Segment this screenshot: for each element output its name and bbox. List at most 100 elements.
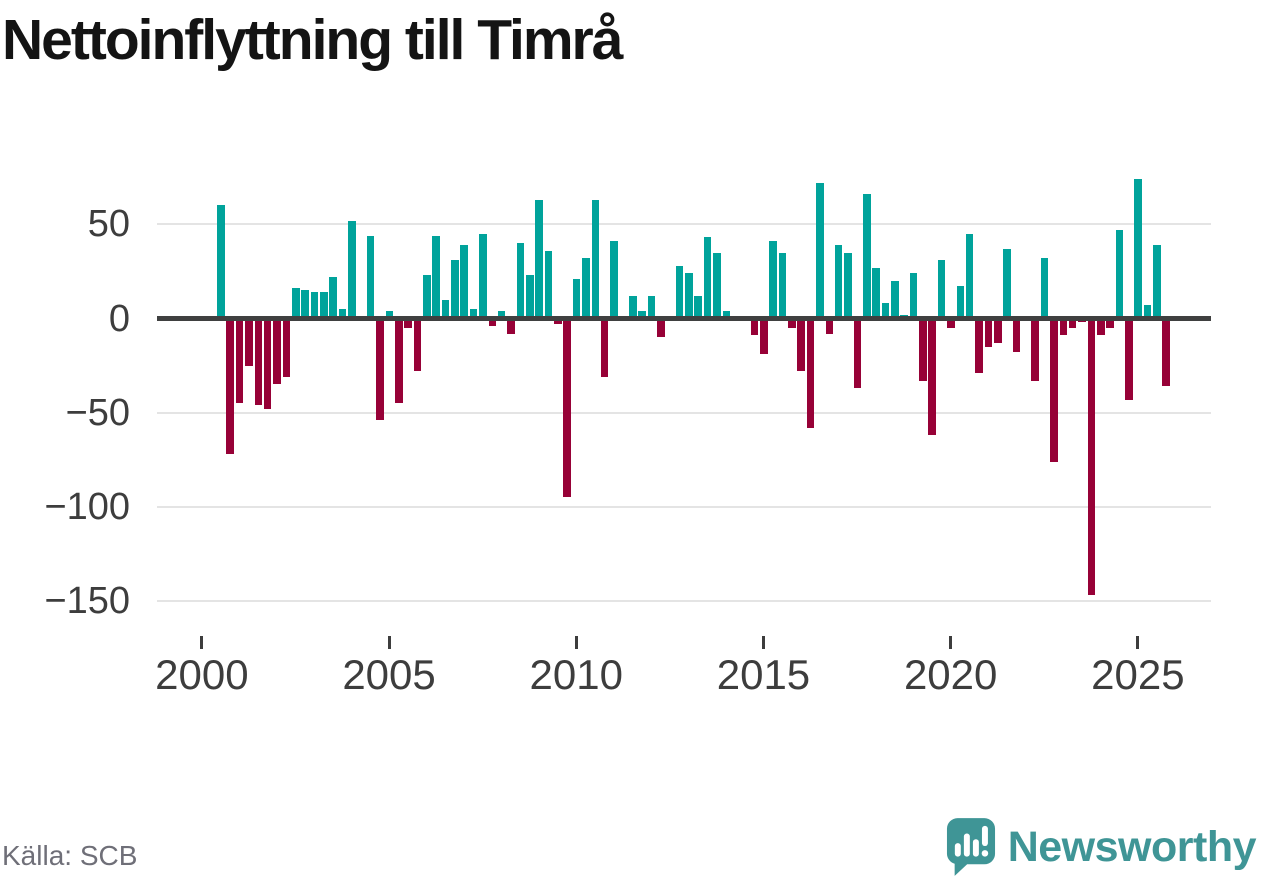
bar-2018Q2: [891, 280, 899, 319]
bar-2023Q4: [1096, 318, 1105, 336]
bar-2017Q4: [872, 267, 880, 319]
bar-2019Q3: [937, 260, 946, 319]
x-axis-label-2025: 2025: [1091, 651, 1185, 698]
gridline-y-50: [157, 223, 1211, 226]
bar-2005Q2: [404, 318, 412, 328]
bar-2000Q2: [217, 205, 225, 319]
bar-2012Q3: [675, 265, 684, 319]
bar-2007Q1: [469, 309, 478, 319]
x-axis-tick-2020: [949, 636, 953, 649]
bar-2005Q4: [423, 275, 431, 319]
x-axis-tick-2000: [200, 636, 204, 649]
bar-2022Q4: [1059, 318, 1068, 336]
bar-2013Q4: [722, 310, 731, 319]
y-axis-label--50: −50: [65, 391, 130, 434]
bar-2002Q1: [282, 318, 291, 377]
bar-2020Q2: [965, 233, 974, 319]
bar-2023Q3: [1087, 318, 1096, 596]
bar-2025Q3: [1162, 318, 1171, 387]
bar-2016Q3: [825, 318, 834, 334]
bar-2006Q2: [441, 299, 450, 319]
bar-2011Q4: [647, 295, 656, 319]
bar-2009Q1: [544, 250, 553, 319]
bar-2023Q1: [1068, 318, 1077, 328]
bar-2007Q3: [488, 318, 497, 327]
source-attribution: Källa: SCB: [2, 840, 138, 871]
bar-2021Q3: [1012, 318, 1021, 353]
bar-2017Q3: [862, 194, 871, 319]
gridline-y--50: [157, 411, 1211, 414]
x-axis-label-2015: 2015: [716, 651, 811, 698]
x-axis-tick-2005: [387, 636, 391, 649]
x-axis-tick-2025: [1136, 636, 1140, 649]
bar-2022Q2: [1040, 258, 1049, 319]
bar-2020Q4: [984, 318, 993, 347]
bar-2024Q4: [1134, 179, 1142, 319]
bar-2019Q4: [947, 318, 955, 328]
bar-2019Q1: [919, 318, 927, 381]
newsworthy-wordmark: Newsworthy: [1007, 822, 1257, 871]
bar-2010Q4: [610, 241, 618, 319]
bar-2009Q2: [554, 318, 562, 325]
bar-2002Q2: [291, 288, 300, 319]
bar-2016Q4: [834, 245, 843, 319]
bar-2018Q1: [881, 303, 890, 319]
y-axis-label-0: 0: [108, 297, 130, 340]
bar-2006Q3: [451, 260, 459, 319]
bar-2015Q4: [797, 318, 805, 372]
newsworthy-logo: Newsworthy: [946, 816, 1257, 878]
bar-2008Q4: [535, 199, 543, 319]
bar-2013Q3: [713, 252, 721, 319]
bar-2003Q1: [320, 292, 328, 319]
bar-2010Q1: [582, 258, 590, 319]
bar-2025Q1: [1143, 305, 1152, 319]
x-axis-label-2000: 2000: [155, 651, 249, 698]
x-axis-tick-2015: [761, 636, 765, 649]
bar-2015Q3: [788, 318, 796, 328]
bar-2018Q4: [909, 273, 918, 319]
gridline-y--100: [157, 505, 1211, 508]
bar-2001Q3: [263, 318, 272, 409]
x-axis-label-2020: 2020: [903, 651, 998, 698]
y-axis-label--150: −150: [44, 580, 130, 623]
bar-2013Q2: [703, 237, 712, 319]
bar-2004Q4: [385, 310, 394, 319]
y-axis-label--100: −100: [44, 485, 130, 528]
x-axis-label-2005: 2005: [342, 651, 436, 698]
bar-2002Q4: [310, 292, 319, 319]
bar-2005Q3: [413, 318, 422, 372]
bar-2008Q2: [516, 243, 525, 319]
newsworthy-speech-bubble-chart-icon: [946, 817, 996, 877]
y-axis-label-50: 50: [87, 203, 130, 246]
gridline-y--150: [157, 600, 1211, 603]
bar-2001Q4: [273, 318, 281, 385]
bar-2024Q1: [1106, 318, 1114, 328]
bar-2001Q1: [245, 318, 253, 366]
bar-2015Q1: [769, 241, 777, 319]
bar-2025Q2: [1153, 245, 1161, 319]
bar-2017Q2: [853, 318, 862, 389]
bar-2008Q3: [525, 275, 534, 319]
bar-2003Q3: [338, 309, 347, 319]
x-axis-label-2010: 2010: [529, 651, 623, 698]
bar-2019Q2: [928, 318, 937, 436]
bar-2006Q1: [432, 235, 440, 319]
bar-2000Q3: [226, 318, 235, 455]
bar-2003Q2: [329, 277, 337, 319]
bar-2011Q2: [628, 295, 637, 319]
bar-2014Q4: [759, 318, 768, 355]
bar-2012Q4: [685, 273, 693, 319]
bar-2011Q3: [638, 310, 646, 319]
bar-2008Q1: [507, 318, 515, 334]
bar-2021Q2: [1003, 248, 1011, 319]
x-axis-tick-2010: [574, 636, 578, 649]
chart-title: Nettoinflyttning till Timrå: [2, 8, 623, 72]
zero-axis-line: [157, 316, 1211, 321]
bar-2009Q3: [563, 318, 571, 498]
bar-2010Q2: [591, 199, 600, 319]
bar-2020Q1: [956, 286, 965, 319]
bar-2015Q2: [778, 252, 787, 319]
bar-2013Q1: [694, 295, 703, 319]
bar-2010Q3: [600, 318, 609, 377]
